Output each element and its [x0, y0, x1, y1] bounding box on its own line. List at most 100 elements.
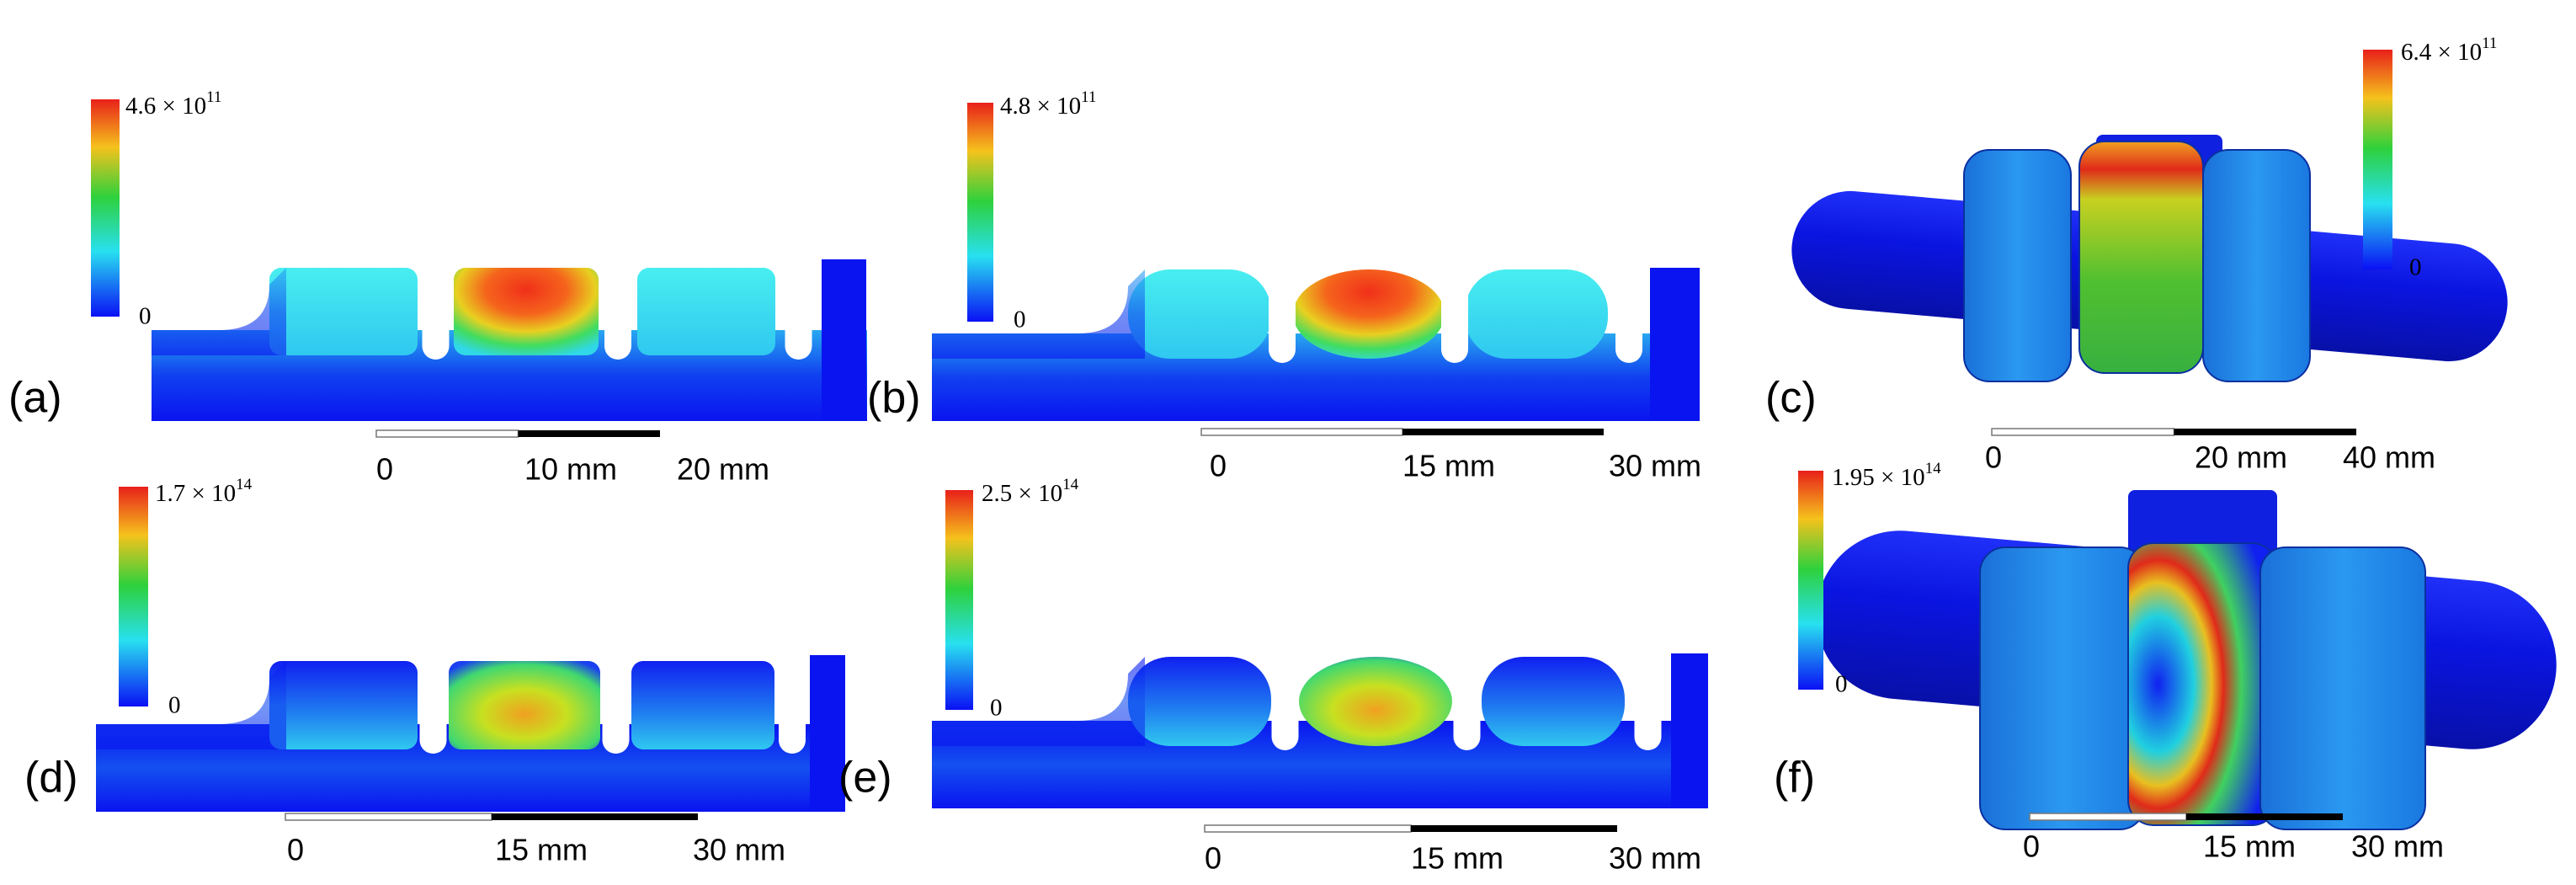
post: [1671, 653, 1708, 808]
scale-label: 0: [1985, 440, 2002, 475]
scale-bar-dark: [1411, 825, 1617, 832]
scale-bar-light: [375, 429, 519, 438]
colorbar-max: 6.4 × 1011: [2401, 35, 2497, 65]
scale-label: 30 mm: [1609, 841, 1701, 876]
slot: [422, 264, 450, 360]
colorbar: [945, 490, 973, 710]
scale-label: 0: [1205, 841, 1221, 876]
domain: [1293, 269, 1445, 359]
post: [822, 259, 866, 421]
step: [152, 268, 286, 355]
disc: [1979, 546, 2146, 830]
colorbar-max-base: 1.95 × 10: [1832, 464, 1925, 491]
colorbar-max: 1.95 × 1014: [1832, 460, 1941, 490]
scale-bar-light: [1204, 824, 1412, 833]
scale-bar-dark: [492, 813, 698, 820]
scale-bar-light: [285, 813, 492, 821]
domain: [1128, 657, 1271, 746]
domain: [1465, 269, 1608, 359]
panel-label: (f): [1774, 754, 1815, 802]
domain: [637, 268, 775, 355]
domain: [1299, 657, 1452, 746]
panel-label: (c): [1765, 374, 1817, 423]
scale-bar-dark: [2174, 429, 2356, 435]
colorbar-max-exp: 11: [206, 88, 221, 106]
colorbar-max-base: 6.4 × 10: [2401, 39, 2482, 66]
slot: [1615, 265, 1642, 363]
slot: [779, 657, 806, 754]
panel: 4.8 × 1011 0 (b) 0 15 mm 30 mm: [867, 88, 1701, 482]
scale-label: 30 mm: [1609, 449, 1701, 483]
colorbar: [91, 99, 120, 317]
domain: [1128, 269, 1271, 359]
scale-bar-dark: [2186, 813, 2343, 820]
scale-label: 10 mm: [524, 452, 617, 487]
slot: [1441, 265, 1468, 363]
scale-label: 40 mm: [2343, 440, 2435, 475]
colorbar-min: 0: [139, 303, 152, 330]
domain: [631, 661, 774, 749]
disc: [2259, 546, 2426, 830]
disc: [2127, 542, 2278, 826]
panel: 1.95 × 1014 0 (f) 0 15 mm 30 mm: [1774, 460, 2557, 864]
colorbar-max-base: 1.7 × 10: [155, 480, 236, 507]
colorbar: [967, 103, 993, 322]
domain: [454, 268, 599, 355]
domain: [269, 661, 418, 749]
colorbar-max: 4.6 × 1011: [125, 88, 221, 119]
colorbar-max: 1.7 × 1014: [155, 476, 253, 506]
scale-label: 0: [2023, 829, 2040, 864]
scale-label: 30 mm: [2351, 829, 2444, 864]
scale-label: 20 mm: [2195, 440, 2287, 475]
slot: [419, 657, 447, 754]
post: [1650, 268, 1700, 421]
slot: [1634, 653, 1662, 750]
scale-label: 15 mm: [2203, 829, 2296, 864]
post: [810, 655, 845, 812]
colorbar: [1798, 471, 1823, 690]
colorbar-min: 0: [168, 692, 181, 719]
colorbar-max-exp: 11: [1081, 88, 1096, 106]
slot: [785, 264, 812, 360]
colorbar-min: 0: [1014, 307, 1026, 333]
panel: 1.7 × 1014 0 (d) 0 15 mm 30 mm: [24, 476, 845, 867]
disc: [1963, 149, 2072, 382]
panel: 4.6 × 1011 0 (a) 0 10 mm 20 mm: [8, 88, 867, 487]
colorbar-max-base: 4.8 × 10: [1000, 93, 1081, 120]
domain: [269, 268, 418, 355]
step: [932, 657, 1145, 746]
panel-label: (a): [8, 374, 62, 423]
colorbar-max-exp: 14: [1925, 460, 1942, 477]
domain: [1482, 657, 1625, 746]
scale-bar-dark: [518, 430, 660, 437]
panel-label: (b): [867, 374, 921, 423]
step: [932, 269, 1145, 359]
colorbar-min: 0: [990, 695, 1003, 722]
scale-label: 30 mm: [693, 833, 785, 867]
scale-bar-light: [1991, 428, 2175, 436]
scale-label: 15 mm: [1411, 841, 1504, 876]
colorbar-max-exp: 14: [236, 476, 253, 493]
slot: [602, 657, 630, 754]
scale-label: 0: [287, 833, 304, 867]
panel-label: (d): [24, 754, 78, 802]
domain: [449, 661, 600, 749]
disc: [2078, 141, 2204, 374]
panel: 6.4 × 1011 0 (c) 0 20 mm 40 mm: [1765, 35, 2508, 475]
colorbar-min: 0: [1835, 671, 1848, 698]
slot: [1269, 265, 1296, 363]
slot: [604, 264, 631, 360]
colorbar-max: 2.5 × 1014: [982, 476, 1079, 506]
slot: [1271, 653, 1299, 750]
colorbar-min: 0: [2409, 254, 2422, 281]
scale-label: 0: [1210, 449, 1227, 483]
step: [96, 661, 286, 749]
colorbar-max-exp: 14: [1062, 476, 1079, 493]
colorbar-max: 4.8 × 1011: [1000, 88, 1096, 119]
scale-bar-light: [1200, 428, 1403, 436]
colorbar-max-base: 4.6 × 10: [125, 93, 206, 120]
panel-label: (e): [838, 754, 892, 802]
scale-bar-light: [2029, 813, 2187, 821]
scale-label: 20 mm: [677, 452, 769, 487]
slot: [1453, 653, 1481, 750]
